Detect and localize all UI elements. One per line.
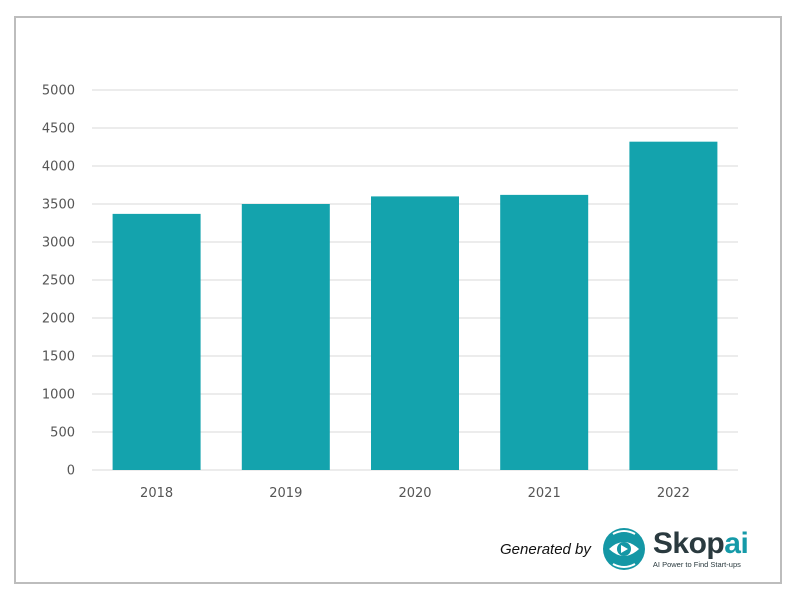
bars [112,141,718,470]
wordmark-accent: ai [724,526,749,560]
y-tick-label: 4500 [42,122,75,137]
x-tick-label: 2020 [398,486,431,501]
y-tick-label: 3500 [42,198,75,213]
y-tick-label: 1000 [42,388,75,403]
skopai-eye-logo-icon [602,528,645,570]
skopai-wordmark: Skopai [652,526,749,560]
y-tick-label: 5000 [42,84,75,99]
y-tick-label: 4000 [42,160,75,175]
y-tick-label: 2500 [42,274,75,289]
bar-2022 [629,141,718,470]
x-tick-label: 2019 [269,486,302,501]
x-tick-label: 2021 [528,486,561,501]
y-tick-label: 0 [67,464,75,479]
wordmark-main: Skop [652,526,725,560]
skopai-logo-text: Skopai AI Power to Find Start-ups [652,526,749,570]
y-tick-label: 2000 [42,312,75,327]
bar-2020 [371,196,459,470]
y-tick-label: 1500 [42,350,75,365]
bar-2019 [241,204,330,470]
footer-attribution: Generated by Skopai AI Power to Find Sta… [500,524,749,574]
x-tick-label: 2018 [140,486,173,501]
bar-2021 [500,194,589,470]
generated-by-label: Generated by [500,540,591,558]
y-axis-tick-labels: 0 500 1000 1500 2000 2500 3000 3500 4000 4500 5000 [42,84,75,479]
x-tick-label: 2022 [657,486,690,501]
bar-2018 [112,213,201,470]
x-axis-tick-labels: 2018 2019 2020 2021 2022 [140,486,690,501]
y-tick-label: 500 [50,426,75,441]
y-tick-label: 3000 [42,236,75,251]
skopai-tagline: AI Power to Find Start-ups [652,559,741,569]
